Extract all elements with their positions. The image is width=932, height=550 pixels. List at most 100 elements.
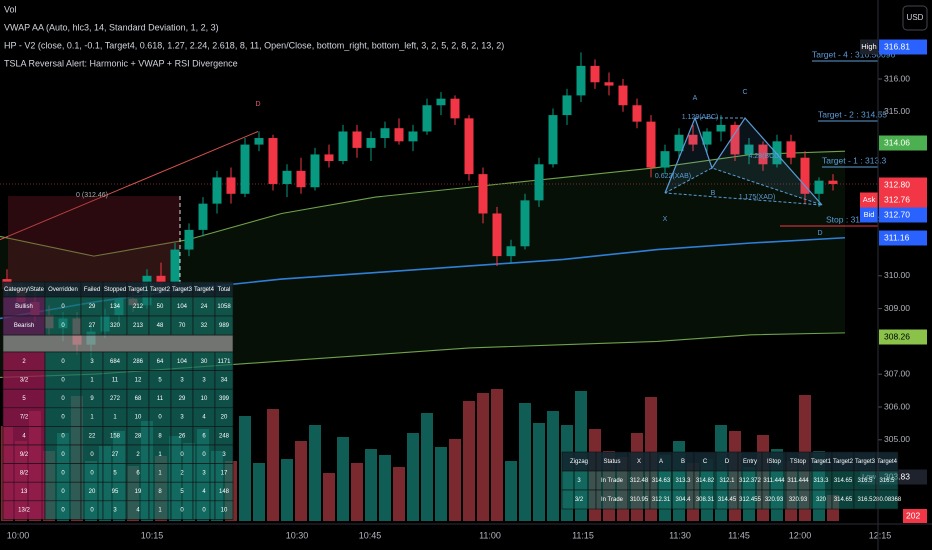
table-text: 286 [133, 359, 144, 365]
candle-body [772, 141, 782, 165]
table-text: 3 [577, 478, 581, 484]
table-text: 0 [61, 323, 65, 329]
candle-body [548, 115, 558, 165]
volume-bar [239, 416, 251, 521]
table-text: 2 [136, 452, 140, 458]
table-text: 8 [158, 433, 162, 439]
price-tag [879, 135, 927, 151]
table-text: 4 [136, 508, 140, 514]
table-text: Target3 [855, 459, 876, 465]
price-tag [879, 177, 927, 193]
table-text: 312.455 [739, 497, 761, 503]
price-tick-label: 306.00 [884, 401, 910, 411]
table-text: 0 [61, 359, 65, 365]
table-text: 3 [180, 415, 184, 421]
table-text: 104 [177, 304, 188, 310]
table-text: 1058 [217, 304, 231, 310]
candle-body [478, 174, 488, 214]
currency-label[interactable]: USD [907, 13, 924, 22]
volume-bar [435, 447, 447, 521]
table-text: 0 [61, 396, 65, 402]
table-text: 148 [219, 489, 230, 495]
candle-body [240, 144, 250, 194]
volume-bar [491, 389, 503, 521]
price-badge [860, 207, 878, 223]
volume-bar [505, 461, 517, 521]
table-text: 20 [89, 489, 96, 495]
table-text: 3 [113, 508, 117, 514]
volume-bar [407, 433, 419, 521]
vwap-line [0, 150, 846, 257]
table-text: 3 [202, 377, 206, 383]
table-text: 4 [202, 489, 206, 495]
candle-body [492, 213, 502, 257]
table-text: 311.444 [787, 478, 809, 484]
volume-bar [547, 411, 559, 521]
pattern-label: 1.129(ABC) [682, 114, 719, 121]
currency-button[interactable] [902, 5, 928, 31]
table-text: 26 [179, 433, 186, 439]
candle-body [632, 105, 642, 122]
candle-body [226, 177, 236, 194]
candle-body [618, 85, 628, 106]
candle-body [184, 229, 194, 250]
price-tag-label: 312.70 [884, 209, 910, 219]
harmonic-fill [712, 118, 822, 205]
price-badge [860, 39, 878, 55]
time-label: 11:45 [728, 530, 750, 540]
table-text: 6 [136, 470, 140, 476]
table-text: Target3 [172, 287, 193, 293]
candle-body [422, 105, 432, 132]
table-text: 10 [135, 415, 142, 421]
price-tag [879, 230, 927, 246]
table-text: 313.3 [675, 478, 691, 484]
pattern-label: 0 (312.46) [76, 192, 108, 199]
pattern-label: B [711, 190, 716, 197]
table-text: 399 [219, 396, 230, 402]
time-label: 10:45 [359, 530, 382, 540]
candle-body [674, 134, 684, 152]
table-text: 0 [61, 452, 65, 458]
pattern-label: 4.28(BCD) [748, 153, 781, 160]
table-text: 24 [201, 304, 208, 310]
candle-body [660, 151, 670, 168]
table-text: 316.5 [857, 478, 873, 484]
price-badge-label: Ask [863, 195, 876, 204]
time-label: 11:30 [669, 530, 691, 540]
table-text: Status [603, 459, 620, 465]
table-text: 280.08368 [873, 497, 902, 503]
table-text: 0 [202, 508, 206, 514]
table-text: 4 [22, 433, 26, 439]
price-tick-label: 316.00 [884, 73, 910, 83]
volume-bar [519, 403, 531, 521]
table-text: 0 [61, 508, 65, 514]
table-text: 0 [180, 508, 184, 514]
table-text: Bearish [14, 323, 34, 329]
candle-body [646, 121, 656, 168]
fib-box [8, 196, 180, 288]
candle-body [464, 118, 474, 175]
table-text: 22 [89, 433, 96, 439]
pattern-label: 0.622(XAB) [655, 173, 691, 180]
target-label: Stop : 311.444 [826, 214, 881, 224]
table-text: 9/2 [20, 452, 29, 458]
candle-body [324, 154, 334, 161]
volume-tag-label: 202 [906, 510, 920, 520]
table-text: 0 [61, 489, 65, 495]
candle-body [352, 131, 362, 148]
target-label: Target - 1 : 313.3 [822, 155, 887, 165]
legend-indicator: VWAP AA (Auto, hlc3, 14, Standard Deviat… [4, 22, 219, 32]
candle-body [198, 203, 208, 230]
table-text: 248 [219, 433, 230, 439]
harmonic-pattern [664, 116, 823, 206]
table-text: 68 [135, 396, 142, 402]
volume-bar [365, 449, 377, 521]
table-text: lStop [767, 459, 781, 465]
table-text: Zigzag [570, 459, 588, 465]
volume-bar [267, 409, 279, 521]
table-text: Target1 [811, 459, 832, 465]
table-text: 308.31 [696, 497, 715, 503]
table-text: 3/2 [20, 377, 29, 383]
table-text: In Trade [601, 478, 624, 484]
